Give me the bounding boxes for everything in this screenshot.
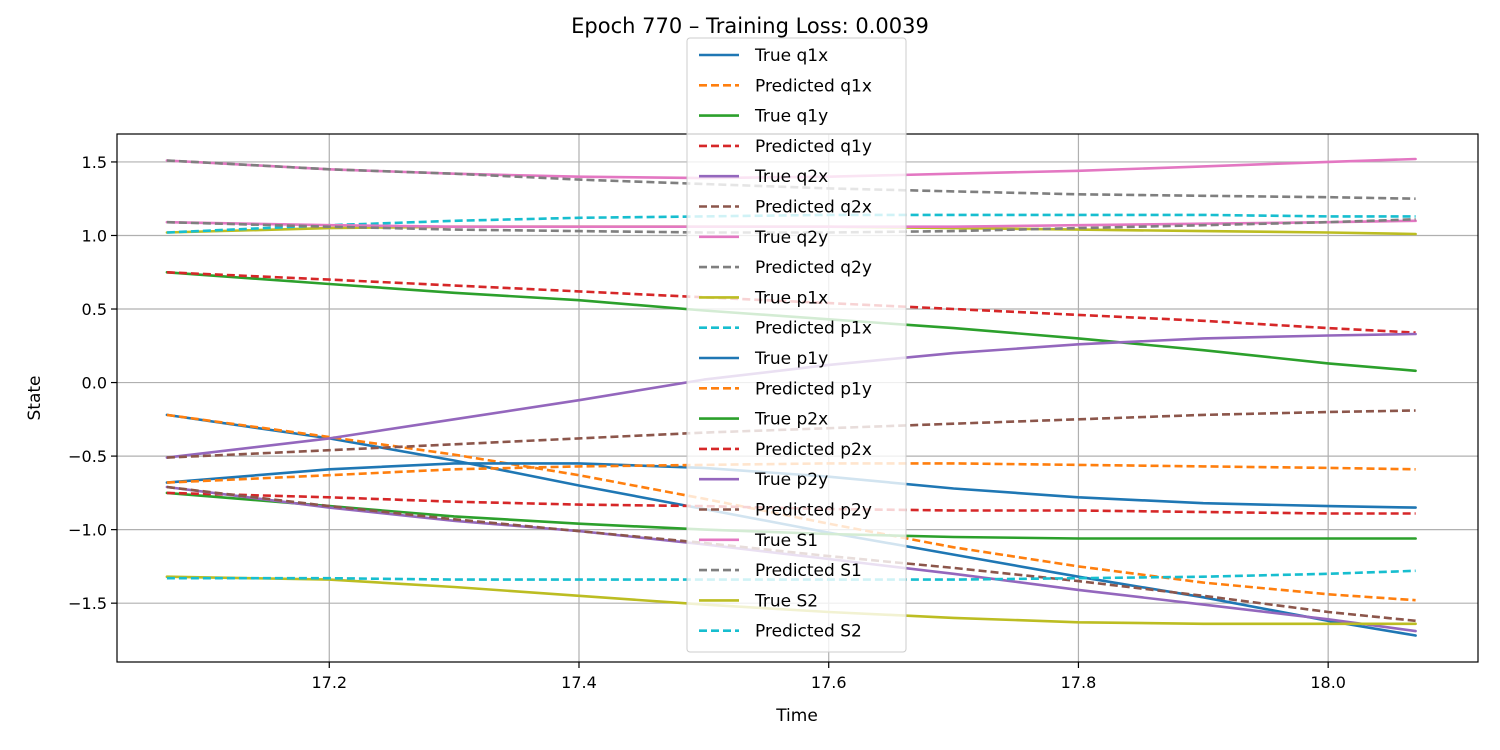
y-tick-label: 0.0 xyxy=(82,374,107,393)
legend-label-predicted-p1x: Predicted p1x xyxy=(755,319,872,339)
x-axis-title: Time xyxy=(775,706,818,726)
legend-label-predicted-q1y: Predicted q1y xyxy=(755,137,872,157)
legend-label-true-p1y: True p1y xyxy=(754,349,828,369)
legend-label-predicted-p2x: Predicted p2x xyxy=(755,440,872,460)
legend-label-predicted-q1x: Predicted q1x xyxy=(755,76,872,96)
legend: True q1x Predicted q1x True q1y Predicted q… xyxy=(686,37,907,653)
x-tick-label: 17.8 xyxy=(1061,673,1097,692)
x-tick-label: 17.6 xyxy=(811,673,847,692)
legend-label-true-q2y: True q2y xyxy=(754,228,828,248)
axis-ticks: 17.2 17.4 17.6 17.8 18.0 −1.5 −1.0 −0.5 0.0 0.5 1.… xyxy=(68,153,1346,692)
legend-label-true-s2: True S2 xyxy=(754,591,818,611)
legend-label-true-s1: True S1 xyxy=(754,531,818,551)
legend-label-predicted-q2y: Predicted q2y xyxy=(755,258,872,278)
legend-label-predicted-s2: Predicted S2 xyxy=(755,622,862,642)
legend-label-predicted-s1: Predicted S1 xyxy=(755,561,862,581)
x-tick-label: 17.4 xyxy=(561,673,597,692)
legend-label-predicted-p1y: Predicted p1y xyxy=(755,379,872,399)
legend-label-true-q1x: True q1x xyxy=(754,46,828,66)
y-tick-label: −1.0 xyxy=(68,521,107,540)
legend-label-true-q1y: True q1y xyxy=(754,107,828,127)
y-tick-label: −1.5 xyxy=(68,594,107,613)
legend-frame xyxy=(686,37,907,653)
x-tick-label: 17.2 xyxy=(311,673,347,692)
legend-label-predicted-q2x: Predicted q2x xyxy=(755,198,872,218)
legend-label-true-p2y: True p2y xyxy=(754,470,828,490)
y-tick-label: 0.5 xyxy=(82,300,107,319)
legend-label-true-q2x: True q2x xyxy=(754,167,828,187)
series-line-predicted-q1x xyxy=(166,413,1416,602)
y-axis-title: State xyxy=(25,376,45,421)
legend-label-true-p1x: True p1x xyxy=(754,288,828,308)
legend-label-true-p2x: True p2x xyxy=(754,410,828,430)
x-tick-label: 18.0 xyxy=(1310,673,1346,692)
legend-label-predicted-p2y: Predicted p2y xyxy=(755,501,872,521)
y-tick-label: 1.5 xyxy=(82,153,107,172)
chart-title: Epoch 770 – Training Loss: 0.0039 xyxy=(571,14,929,38)
y-tick-label: −0.5 xyxy=(68,447,107,466)
y-tick-label: 1.0 xyxy=(82,226,107,245)
